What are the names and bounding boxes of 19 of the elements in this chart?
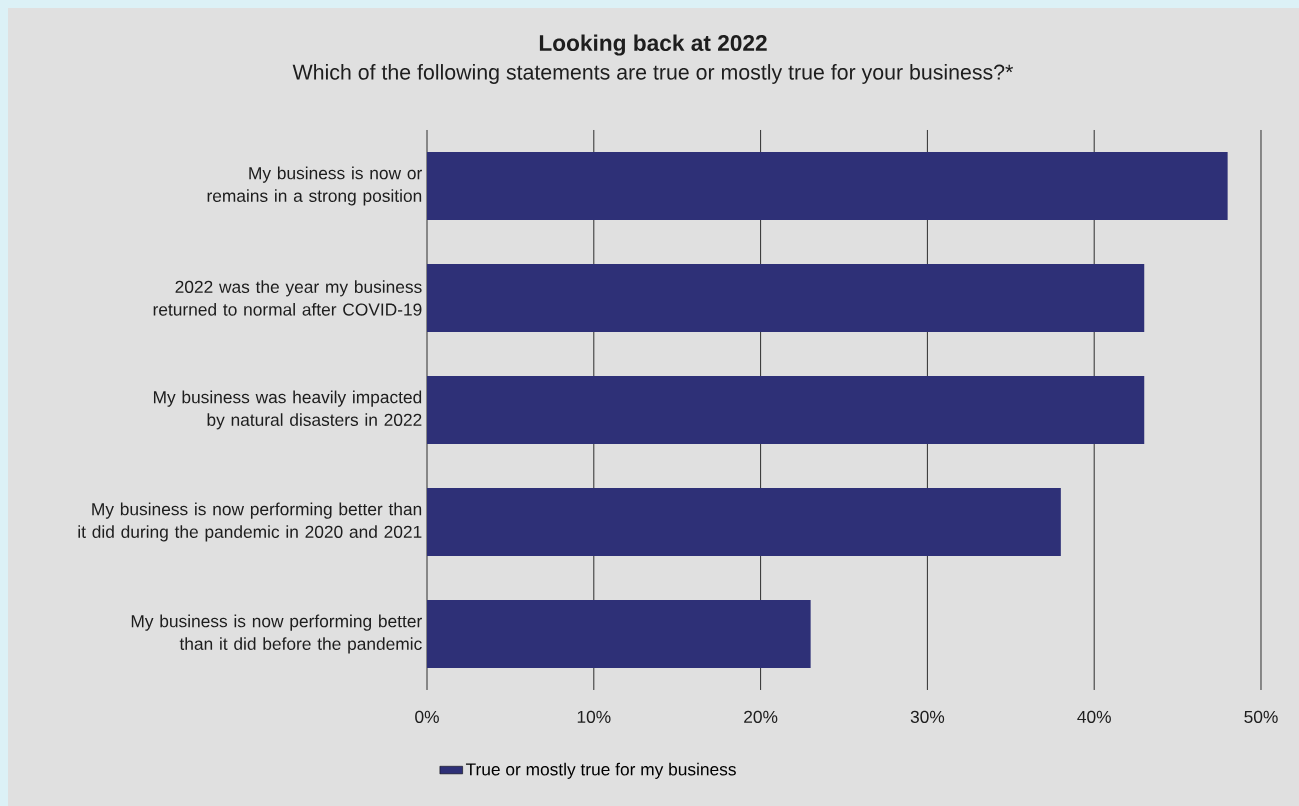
chart-subtitle: Which of the following statements are true or mostly true for your business?* — [292, 64, 1014, 84]
y-tick-label: My business was heavily impacted by natural disasters in 2022 — [153, 390, 422, 430]
legend-label: True or mostly true for my business — [465, 762, 736, 779]
y-tick-label: My business is now or remains in a strong position — [207, 166, 422, 206]
chart-title: Looking back at 2022 — [539, 34, 767, 56]
bar — [427, 152, 1228, 220]
x-tick-label: 10% — [577, 710, 611, 723]
bar — [427, 264, 1145, 332]
y-tick-label: My business is now performing better than it did during the pandemic in 2020 and 2021 — [78, 502, 422, 542]
y-tick-label: 2022 was the year my business returned to normal after COVID-19 — [153, 280, 422, 316]
x-tick-label: 50% — [1244, 710, 1278, 723]
bar — [427, 376, 1145, 444]
x-tick-label: 0% — [415, 710, 439, 723]
x-tick-label: 20% — [744, 710, 778, 723]
x-tick-label: 30% — [910, 710, 945, 723]
bar — [427, 599, 811, 668]
bar — [427, 488, 1061, 556]
x-tick-label: 40% — [1077, 710, 1111, 723]
y-tick-label: My business is now performing better than it did before the pandemic — [131, 614, 422, 654]
